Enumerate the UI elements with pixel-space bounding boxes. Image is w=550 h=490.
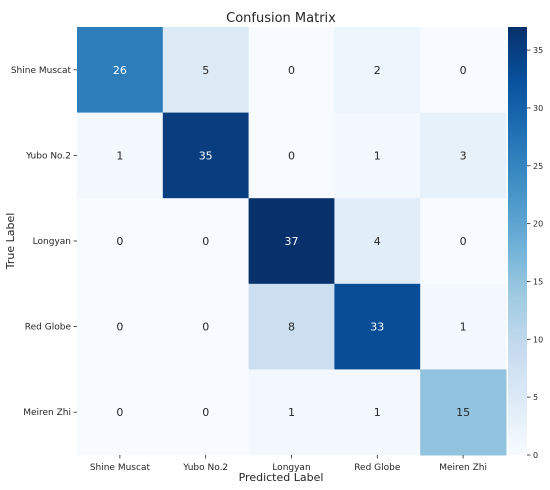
cell-value-label: 0 (116, 321, 123, 334)
x-tick-label: Meiren Zhi (439, 463, 487, 473)
colorbar-tick-label: 25 (533, 162, 543, 171)
heatmap-cell (77, 112, 164, 199)
colorbar-tick-label: 10 (533, 335, 543, 344)
heatmap-cell (248, 27, 335, 114)
cell-value-label: 1 (288, 406, 295, 419)
heatmap-cell (334, 112, 421, 199)
heatmap-cell (420, 112, 507, 199)
y-axis-ticks: Shine Muscat Yubo No.2 Longyan Red Globe Mei… (11, 66, 77, 418)
cell-value-label: 33 (370, 321, 384, 334)
heatmap-cell (420, 27, 507, 114)
cell-value-label: 1 (460, 321, 467, 334)
colorbar-tick-label: 30 (533, 104, 543, 113)
heatmap-cells: 26 5 0 2 0 1 35 0 1 3 0 0 37 4 0 0 0 8 33 1 0 0 1 1 15 (77, 27, 507, 456)
cell-value-label: 0 (288, 64, 295, 77)
heatmap-cell (248, 283, 335, 370)
x-tick-label: Red Globe (354, 463, 401, 473)
chart-title: Confusion Matrix (226, 11, 336, 26)
cell-value-label: 8 (288, 321, 295, 334)
y-tick-label: Longyan (33, 237, 71, 247)
cell-value-label: 15 (456, 406, 470, 419)
heatmap-cell (334, 27, 421, 114)
heatmap-cell (77, 283, 164, 370)
heatmap-cell (334, 198, 421, 285)
cell-value-label: 26 (113, 64, 127, 77)
colorbar-tick-label: 20 (533, 220, 543, 229)
cell-value-label: 0 (202, 406, 209, 419)
cell-value-label: 0 (202, 235, 209, 248)
heatmap-cell (334, 369, 421, 456)
heatmap-cell (420, 198, 507, 285)
y-axis-label: True Label (4, 213, 17, 271)
cell-value-label: 37 (285, 235, 299, 248)
x-axis-ticks: Shine Muscat Yubo No.2 Longyan Red Globe Mei… (90, 455, 487, 473)
heatmap-cell (77, 198, 164, 285)
colorbar (508, 27, 527, 455)
cell-value-label: 4 (374, 235, 381, 248)
heatmap-cell (162, 283, 250, 370)
heatmap-cell (420, 283, 507, 370)
cell-value-label: 35 (199, 149, 213, 162)
cell-value-label: 3 (460, 149, 467, 162)
colorbar-tick-label: 15 (533, 277, 543, 286)
cell-value-label: 1 (116, 149, 123, 162)
heatmap-cell (77, 27, 164, 114)
x-tick-label: Longyan (272, 463, 310, 473)
heatmap-cell (162, 369, 250, 456)
cell-value-label: 0 (116, 235, 123, 248)
cell-value-label: 1 (374, 149, 381, 162)
heatmap-cell (162, 198, 250, 285)
colorbar-tick-label: 35 (533, 46, 543, 55)
x-axis-label: Predicted Label (239, 471, 324, 484)
y-tick-label: Shine Muscat (11, 66, 72, 76)
y-tick-label: Meiren Zhi (23, 408, 71, 418)
cell-value-label: 0 (460, 235, 467, 248)
heatmap-cell (162, 27, 250, 114)
x-tick-label: Yubo No.2 (182, 463, 228, 473)
colorbar-ticks: 0 5 10 15 20 25 30 35 (527, 46, 543, 460)
heatmap-cell (162, 112, 250, 199)
heatmap-cell (420, 369, 507, 456)
x-tick-label: Shine Muscat (90, 463, 151, 473)
cell-value-label: 1 (374, 406, 381, 419)
cell-value-label: 0 (116, 406, 123, 419)
cell-value-label: 5 (202, 64, 209, 77)
cell-value-label: 2 (374, 64, 381, 77)
cell-value-label: 0 (460, 64, 467, 77)
heatmap-cell (334, 283, 421, 370)
heatmap-cell (77, 369, 164, 456)
cell-value-label: 0 (288, 149, 295, 162)
colorbar-tick-label: 5 (533, 393, 538, 402)
cell-value-label: 0 (202, 321, 209, 334)
heatmap-cell (248, 198, 335, 285)
y-tick-label: Red Globe (25, 323, 72, 333)
heatmap-cell (248, 369, 335, 456)
heatmap-cell (248, 112, 335, 199)
y-tick-label: Yubo No.2 (25, 151, 71, 161)
colorbar-tick-label: 0 (533, 451, 538, 460)
